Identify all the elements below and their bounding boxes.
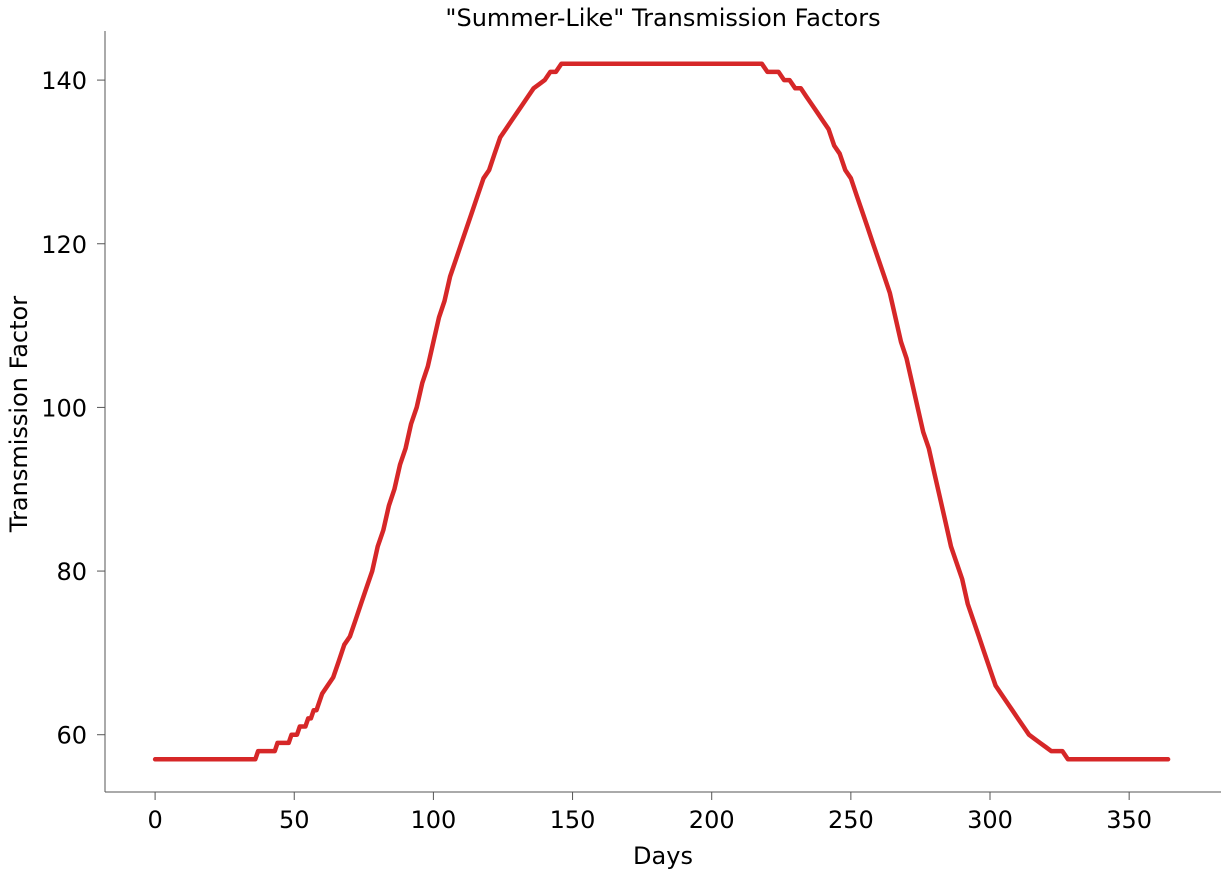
x-tick-label: 0: [147, 806, 162, 834]
y-ticks: 60 80 100 120 140: [41, 67, 105, 750]
y-tick-label: 120: [41, 231, 87, 259]
x-tick-label: 250: [828, 806, 874, 834]
y-tick-label: 140: [41, 67, 87, 95]
x-tick-label: 350: [1106, 806, 1152, 834]
y-tick-label: 60: [56, 722, 87, 750]
plot-area: [152, 61, 1171, 762]
series-line-0: [152, 61, 1171, 762]
y-tick-label: 100: [41, 394, 87, 422]
x-axis-title: Days: [633, 842, 693, 870]
x-tick-label: 100: [410, 806, 456, 834]
y-axis-title: Transmission Factor: [5, 296, 33, 533]
x-tick-label: 150: [550, 806, 596, 834]
chart-title: "Summer-Like" Transmission Factors: [445, 4, 880, 32]
y-tick-label: 80: [56, 558, 87, 586]
x-tick-label: 200: [689, 806, 735, 834]
x-tick-label: 300: [967, 806, 1013, 834]
x-tick-label: 50: [279, 806, 310, 834]
x-ticks: 0 50 100 150 200 250 300 350: [147, 792, 1152, 834]
